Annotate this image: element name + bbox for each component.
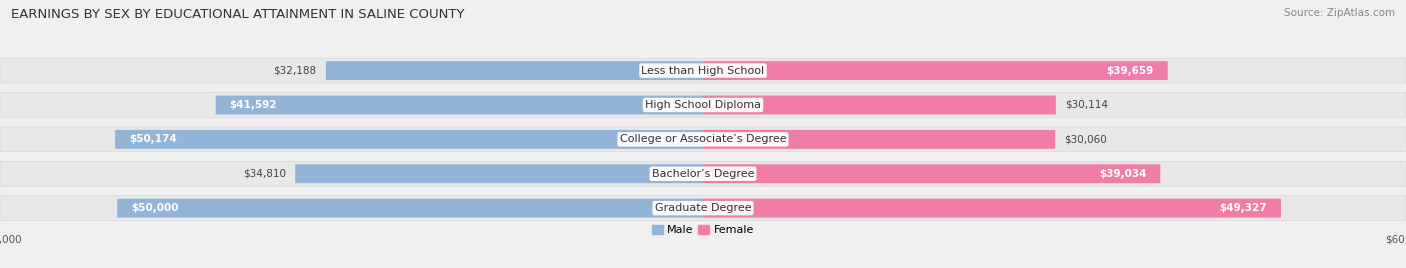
FancyBboxPatch shape (117, 199, 703, 218)
Text: $39,034: $39,034 (1098, 169, 1146, 179)
FancyBboxPatch shape (0, 58, 1406, 83)
Text: College or Associate’s Degree: College or Associate’s Degree (620, 134, 786, 144)
FancyBboxPatch shape (703, 199, 1281, 218)
Text: Bachelor’s Degree: Bachelor’s Degree (652, 169, 754, 179)
FancyBboxPatch shape (295, 164, 703, 183)
Text: Less than High School: Less than High School (641, 66, 765, 76)
FancyBboxPatch shape (115, 130, 703, 149)
FancyBboxPatch shape (0, 93, 1406, 117)
Text: High School Diploma: High School Diploma (645, 100, 761, 110)
FancyBboxPatch shape (703, 164, 1160, 183)
FancyBboxPatch shape (703, 61, 1167, 80)
FancyBboxPatch shape (0, 196, 1406, 221)
FancyBboxPatch shape (0, 161, 1406, 186)
Text: EARNINGS BY SEX BY EDUCATIONAL ATTAINMENT IN SALINE COUNTY: EARNINGS BY SEX BY EDUCATIONAL ATTAINMEN… (11, 8, 465, 21)
Text: $49,327: $49,327 (1219, 203, 1267, 213)
Text: $30,060: $30,060 (1064, 134, 1108, 144)
Text: $50,174: $50,174 (129, 134, 177, 144)
FancyBboxPatch shape (326, 61, 703, 80)
FancyBboxPatch shape (215, 95, 703, 114)
Text: Source: ZipAtlas.com: Source: ZipAtlas.com (1284, 8, 1395, 18)
FancyBboxPatch shape (703, 130, 1054, 149)
Text: $50,000: $50,000 (131, 203, 179, 213)
FancyBboxPatch shape (703, 95, 1056, 114)
Text: $39,659: $39,659 (1107, 66, 1153, 76)
FancyBboxPatch shape (0, 127, 1406, 152)
Text: $41,592: $41,592 (229, 100, 277, 110)
Text: Graduate Degree: Graduate Degree (655, 203, 751, 213)
Text: $30,114: $30,114 (1066, 100, 1108, 110)
Text: $34,810: $34,810 (243, 169, 285, 179)
Legend: Male, Female: Male, Female (647, 220, 759, 240)
Text: $32,188: $32,188 (273, 66, 316, 76)
